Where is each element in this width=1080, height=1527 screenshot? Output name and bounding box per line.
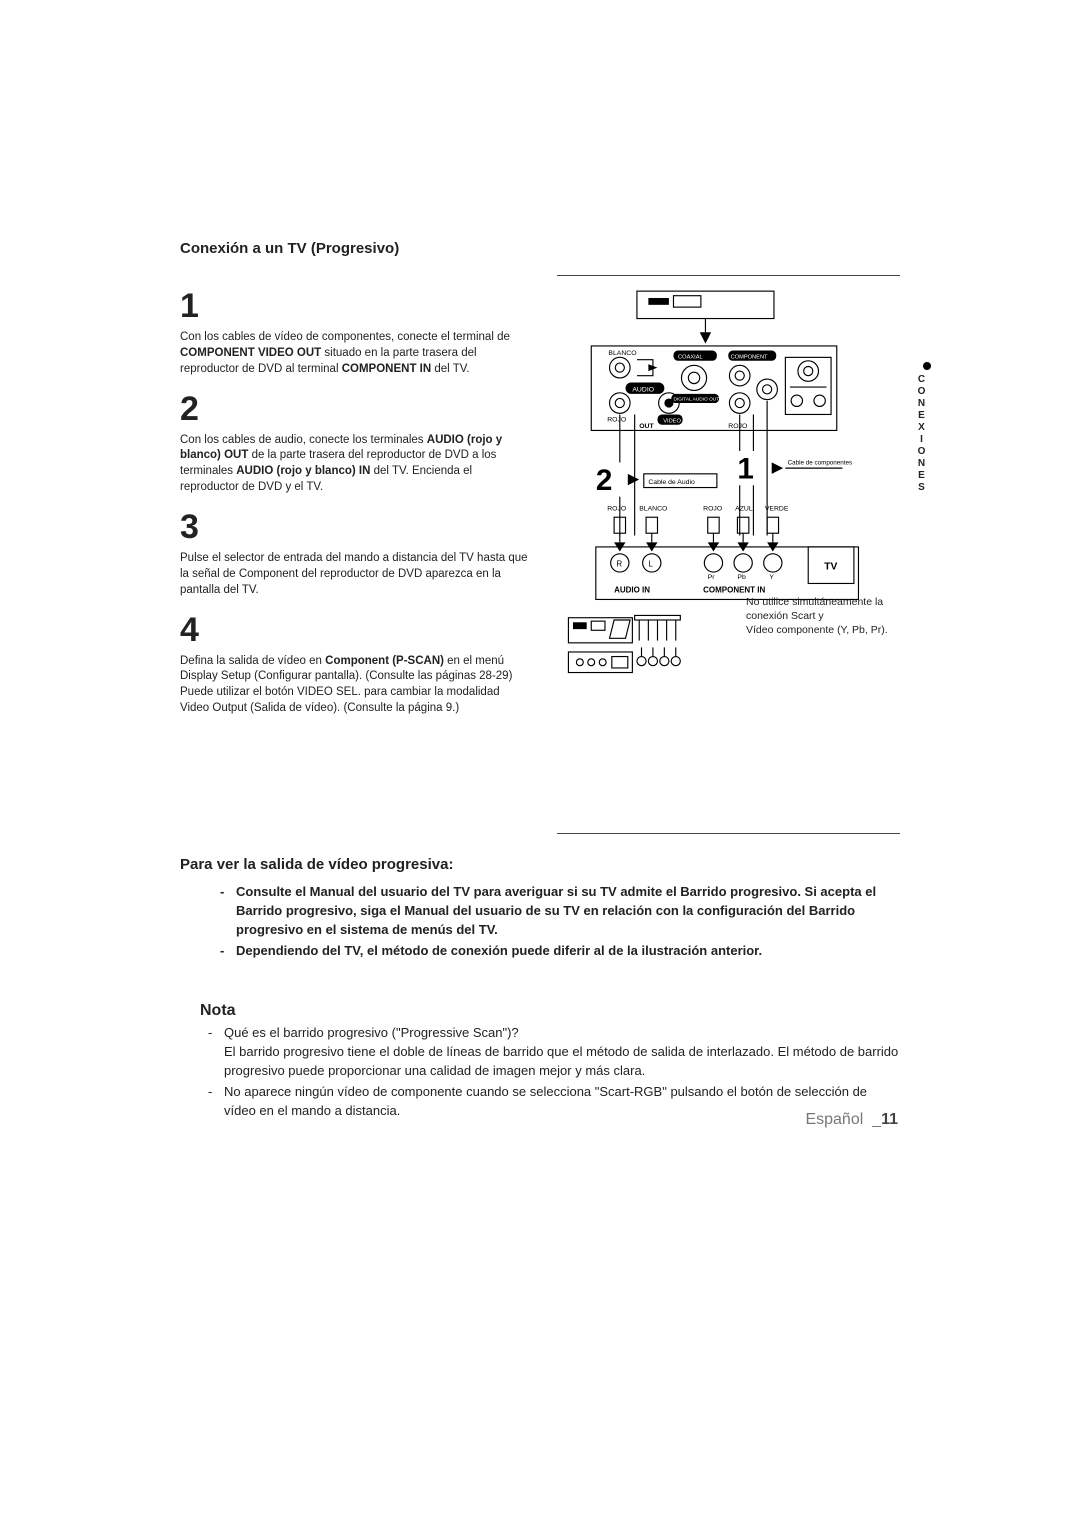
diagram-bottom-rule [557, 833, 900, 834]
lbl-pr: Pr [708, 574, 716, 581]
step-2-text: Con los cables de audio, conecte los ter… [180, 433, 529, 496]
lbl-digital: DIGITAL AUDIO OUT [674, 397, 720, 403]
lbl-component-in: COMPONENT IN [704, 586, 766, 595]
two-column-layout: 1 Con los cables de vídeo de componentes… [180, 275, 900, 834]
nota-bullet-1: - Qué es el barrido progresivo ("Progres… [208, 1024, 900, 1081]
step-3-number: 3 [180, 508, 529, 547]
progressive-bullets: - Consulte el Manual del usuario del TV … [180, 883, 900, 960]
lbl-azul: AZUL [736, 505, 754, 512]
lbl-l: L [649, 559, 654, 568]
side-tab-dot [923, 362, 931, 370]
step-1-number: 1 [180, 287, 529, 326]
lbl-component: COMPONENT [731, 355, 768, 361]
lbl-video: VIDEO [664, 418, 682, 424]
step-4-number: 4 [180, 611, 529, 650]
footer-lang: Español [805, 1111, 863, 1128]
lbl-tv: TV [825, 562, 838, 573]
side-tab: CONEXIONES [916, 362, 938, 472]
lbl-rojo-top: ROJO [608, 416, 627, 423]
lbl-blanco-top: BLANCO [609, 350, 637, 357]
lbl-out: OUT [640, 423, 655, 430]
prog-bullet-1: - Consulte el Manual del usuario del TV … [220, 883, 900, 940]
lbl-rojoB: ROJO [608, 505, 627, 512]
diagram-note-l1: No utilice simultáneamente la [746, 595, 896, 609]
lbl-big2: 2 [596, 464, 613, 497]
lbl-audio: AUDIO [633, 387, 655, 394]
diagram-svg: BLANCO AUDIO ROJO VIDEO OUT COAXIAL [557, 282, 900, 773]
step-4: 4 Defina la salida de vídeo en Component… [180, 611, 529, 717]
page-content: Conexión a un TV (Progresivo) 1 Con los … [0, 0, 1080, 1121]
step-3-text: Pulse el selector de entrada del mando a… [180, 551, 529, 599]
diagram-top-rule [557, 275, 900, 276]
nota-title: Nota [180, 1002, 900, 1020]
step-1: 1 Con los cables de vídeo de componentes… [180, 287, 529, 378]
lbl-verde: VERDE [765, 505, 789, 512]
step-3: 3 Pulse el selector de entrada del mando… [180, 508, 529, 599]
lbl-r: R [617, 559, 623, 568]
page-footer: Español _11 [805, 1111, 898, 1129]
lbl-rojoC: ROJO [704, 505, 723, 512]
lbl-audio-in: AUDIO IN [615, 586, 651, 595]
diagram-note: No utilice simultáneamente la conexión S… [746, 595, 896, 638]
step-2: 2 Con los cables de audio, conecte los t… [180, 390, 529, 496]
step-1-text: Con los cables de vídeo de componentes, … [180, 330, 529, 378]
step-2-number: 2 [180, 390, 529, 429]
diagram-column: BLANCO AUDIO ROJO VIDEO OUT COAXIAL [557, 275, 900, 834]
lbl-y: Y [770, 574, 775, 581]
progressive-title: Para ver la salida de vídeo progresiva: [180, 856, 900, 873]
step-4-text: Defina la salida de vídeo en Component (… [180, 654, 529, 717]
section-title: Conexión a un TV (Progresivo) [180, 240, 900, 257]
lbl-big1: 1 [738, 452, 755, 485]
lbl-rojo-mid: ROJO [729, 423, 748, 430]
lbl-blancoB: BLANCO [640, 505, 668, 512]
footer-page: 11 [881, 1111, 898, 1128]
nota-bullets: - Qué es el barrido progresivo ("Progres… [180, 1024, 900, 1120]
lbl-pb: Pb [738, 574, 747, 581]
side-tab-label: CONEXIONES [916, 374, 927, 494]
lbl-cable-audio: Cable de Audio [649, 479, 696, 486]
diagram-note-l2: conexión Scart y [746, 609, 896, 623]
diagram-note-l3: Vídeo componente (Y, Pb, Pr). [746, 623, 896, 637]
nota-bullet-2: - No aparece ningún vídeo de componente … [208, 1083, 900, 1121]
lbl-coaxial: COAXIAL [678, 355, 703, 361]
connection-diagram: BLANCO AUDIO ROJO VIDEO OUT COAXIAL [557, 282, 900, 773]
lbl-cable-comp: Cable de componentes [788, 460, 852, 467]
steps-column: 1 Con los cables de vídeo de componentes… [180, 275, 529, 834]
prog-bullet-2: - Dependiendo del TV, el método de conex… [220, 942, 900, 961]
